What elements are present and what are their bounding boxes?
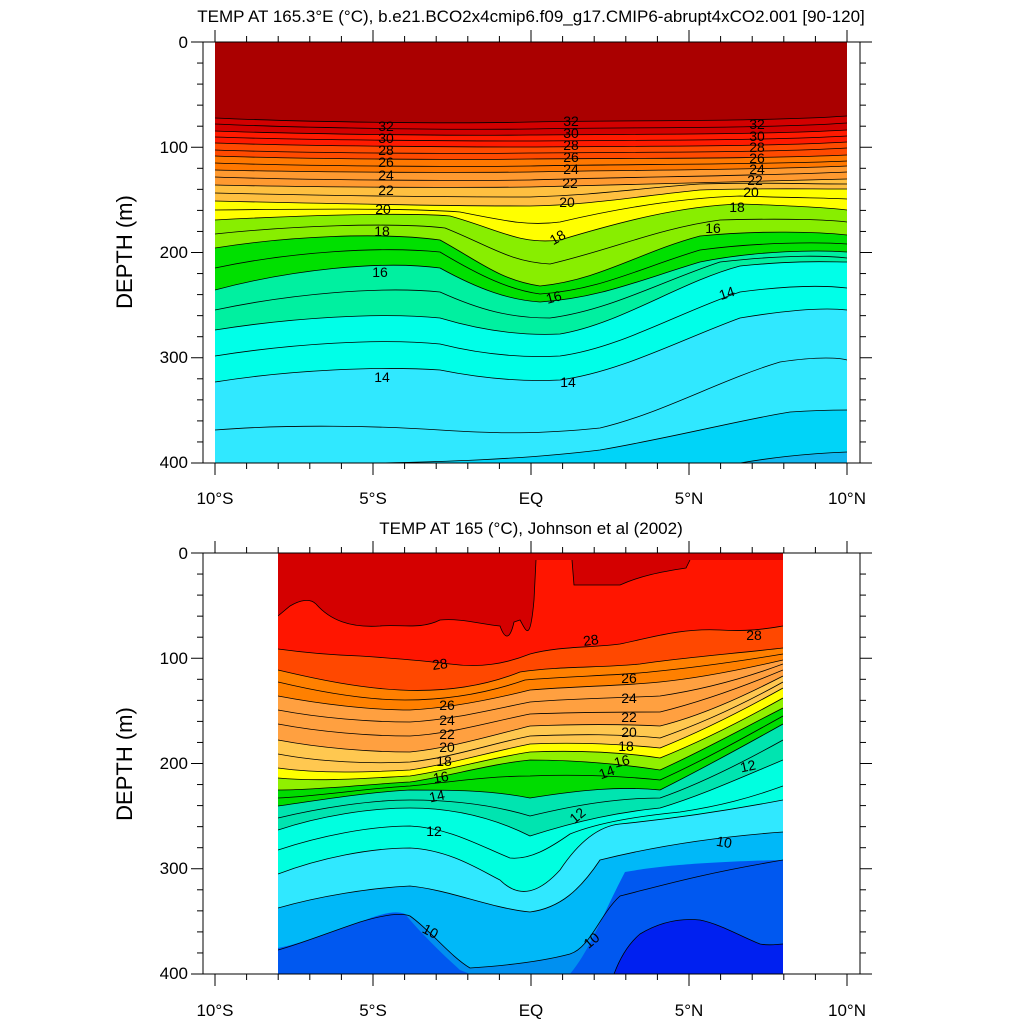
contour-label: 14 (428, 787, 447, 806)
x-tick-label: 5°S (359, 1001, 387, 1020)
panel-observations: TEMP AT 165 (°C), Johnson et al (2002) D… (112, 519, 872, 1020)
contour-label: 16 (432, 768, 450, 786)
contour-label: 30 (749, 128, 765, 144)
contour-label: 18 (436, 753, 452, 769)
contour-label: 24 (621, 690, 637, 706)
x-tick-label: 5°S (359, 489, 387, 508)
contour-label: 16 (705, 220, 721, 236)
contour-label: 10 (715, 833, 733, 851)
contour-label: 28 (582, 631, 600, 649)
contour-label: 24 (749, 161, 765, 177)
contour-label: 20 (375, 201, 391, 217)
contour-band (278, 912, 470, 974)
contour-label: 16 (544, 287, 563, 307)
x-tick-label: 10°S (196, 489, 233, 508)
contour-band (614, 919, 783, 974)
x-tick-label: 10°N (828, 1001, 866, 1020)
y-tick-label: 400 (160, 453, 188, 472)
contour-label: 32 (749, 116, 765, 132)
y-tick-label: 0 (179, 33, 188, 52)
contour-label: 14 (717, 283, 737, 303)
axis-ticks (191, 541, 872, 986)
contour-label: 28 (563, 137, 579, 153)
contour-label: 32 (378, 118, 394, 134)
contour-label: 18 (618, 738, 634, 754)
panel-title: TEMP AT 165 (°C), Johnson et al (2002) (379, 519, 683, 538)
contour-label: 22 (439, 726, 455, 742)
contour-label: 26 (439, 697, 455, 713)
x-tick-label: 10°S (196, 1001, 233, 1020)
contour-label: 24 (439, 712, 455, 728)
contour-label: 20 (439, 739, 455, 755)
panel-title: TEMP AT 165.3°E (°C), b.e21.BCO2x4cmip6.… (197, 7, 865, 26)
contour-label: 24 (378, 167, 394, 183)
contour-label: 20 (743, 184, 759, 200)
axis-ticks (191, 30, 872, 475)
contour-label: 30 (563, 125, 579, 141)
contour-label: 30 (378, 130, 394, 146)
y-tick-label: 0 (179, 544, 188, 563)
x-tick-label: 10°N (828, 489, 866, 508)
y-tick-labels: 0 100 200 300 400 (160, 33, 188, 472)
contour-label: 20 (621, 724, 637, 740)
y-tick-label: 300 (160, 348, 188, 367)
y-tick-label: 100 (160, 649, 188, 668)
x-tick-labels: 10°S 5°S EQ 5°N 10°N (196, 489, 866, 508)
contour-plot (215, 42, 847, 463)
panel-model: TEMP AT 165.3°E (°C), b.e21.BCO2x4cmip6.… (112, 7, 872, 508)
contour-label: 28 (431, 655, 449, 673)
contour-label: 24 (563, 161, 579, 177)
contour-label: 26 (621, 670, 637, 686)
contour-label: 28 (746, 627, 762, 643)
x-tick-label: EQ (519, 489, 544, 508)
contour-band (215, 308, 847, 463)
contour-label: 14 (597, 762, 617, 782)
contour-plot (278, 553, 783, 974)
x-tick-label: 5°N (675, 1001, 704, 1020)
contour-label: 26 (749, 150, 765, 166)
contour-label: 26 (563, 149, 579, 165)
contour-label: 32 (563, 113, 579, 129)
contour-label: 26 (378, 154, 394, 170)
x-tick-label: 5°N (675, 489, 704, 508)
contour-label: 18 (374, 223, 390, 239)
contour-lines (278, 559, 783, 974)
contour-label: 14 (560, 374, 576, 390)
y-tick-label: 100 (160, 138, 188, 157)
contour-label: 28 (378, 142, 394, 158)
contour-label: 18 (729, 199, 745, 215)
contour-label: 18 (547, 226, 569, 248)
y-tick-label: 200 (160, 754, 188, 773)
contour-label: 22 (621, 709, 637, 725)
contour-band (215, 410, 847, 463)
contour-labels: 32 30 28 26 24 22 20 18 16 14 32 30 28 2… (372, 113, 765, 390)
contour-label: 14 (374, 369, 390, 385)
y-tick-label: 400 (160, 964, 188, 983)
y-tick-label: 200 (160, 243, 188, 262)
x-tick-labels: 10°S 5°S EQ 5°N 10°N (196, 1001, 866, 1020)
y-axis-label: DEPTH (m) (112, 707, 137, 821)
y-tick-labels: 0 100 200 300 400 (160, 544, 188, 983)
contour-lines (215, 115, 847, 463)
y-tick-label: 300 (160, 859, 188, 878)
contour-label: 12 (739, 757, 758, 776)
contour-label: 16 (612, 751, 631, 770)
y-axis-label: DEPTH (m) (112, 195, 137, 309)
x-tick-label: EQ (519, 1001, 544, 1020)
contour-label: 22 (378, 182, 394, 198)
contour-labels: 28 26 24 22 20 18 16 14 12 10 28 26 24 2… (420, 627, 762, 951)
contour-label: 28 (749, 139, 765, 155)
contour-label: 12 (426, 823, 442, 839)
contour-label: 22 (562, 175, 578, 191)
contour-label: 20 (559, 194, 575, 210)
contour-label: 16 (372, 264, 388, 280)
contour-band (740, 452, 847, 463)
contour-label: 22 (747, 172, 763, 188)
contour-label: 10 (420, 920, 441, 942)
